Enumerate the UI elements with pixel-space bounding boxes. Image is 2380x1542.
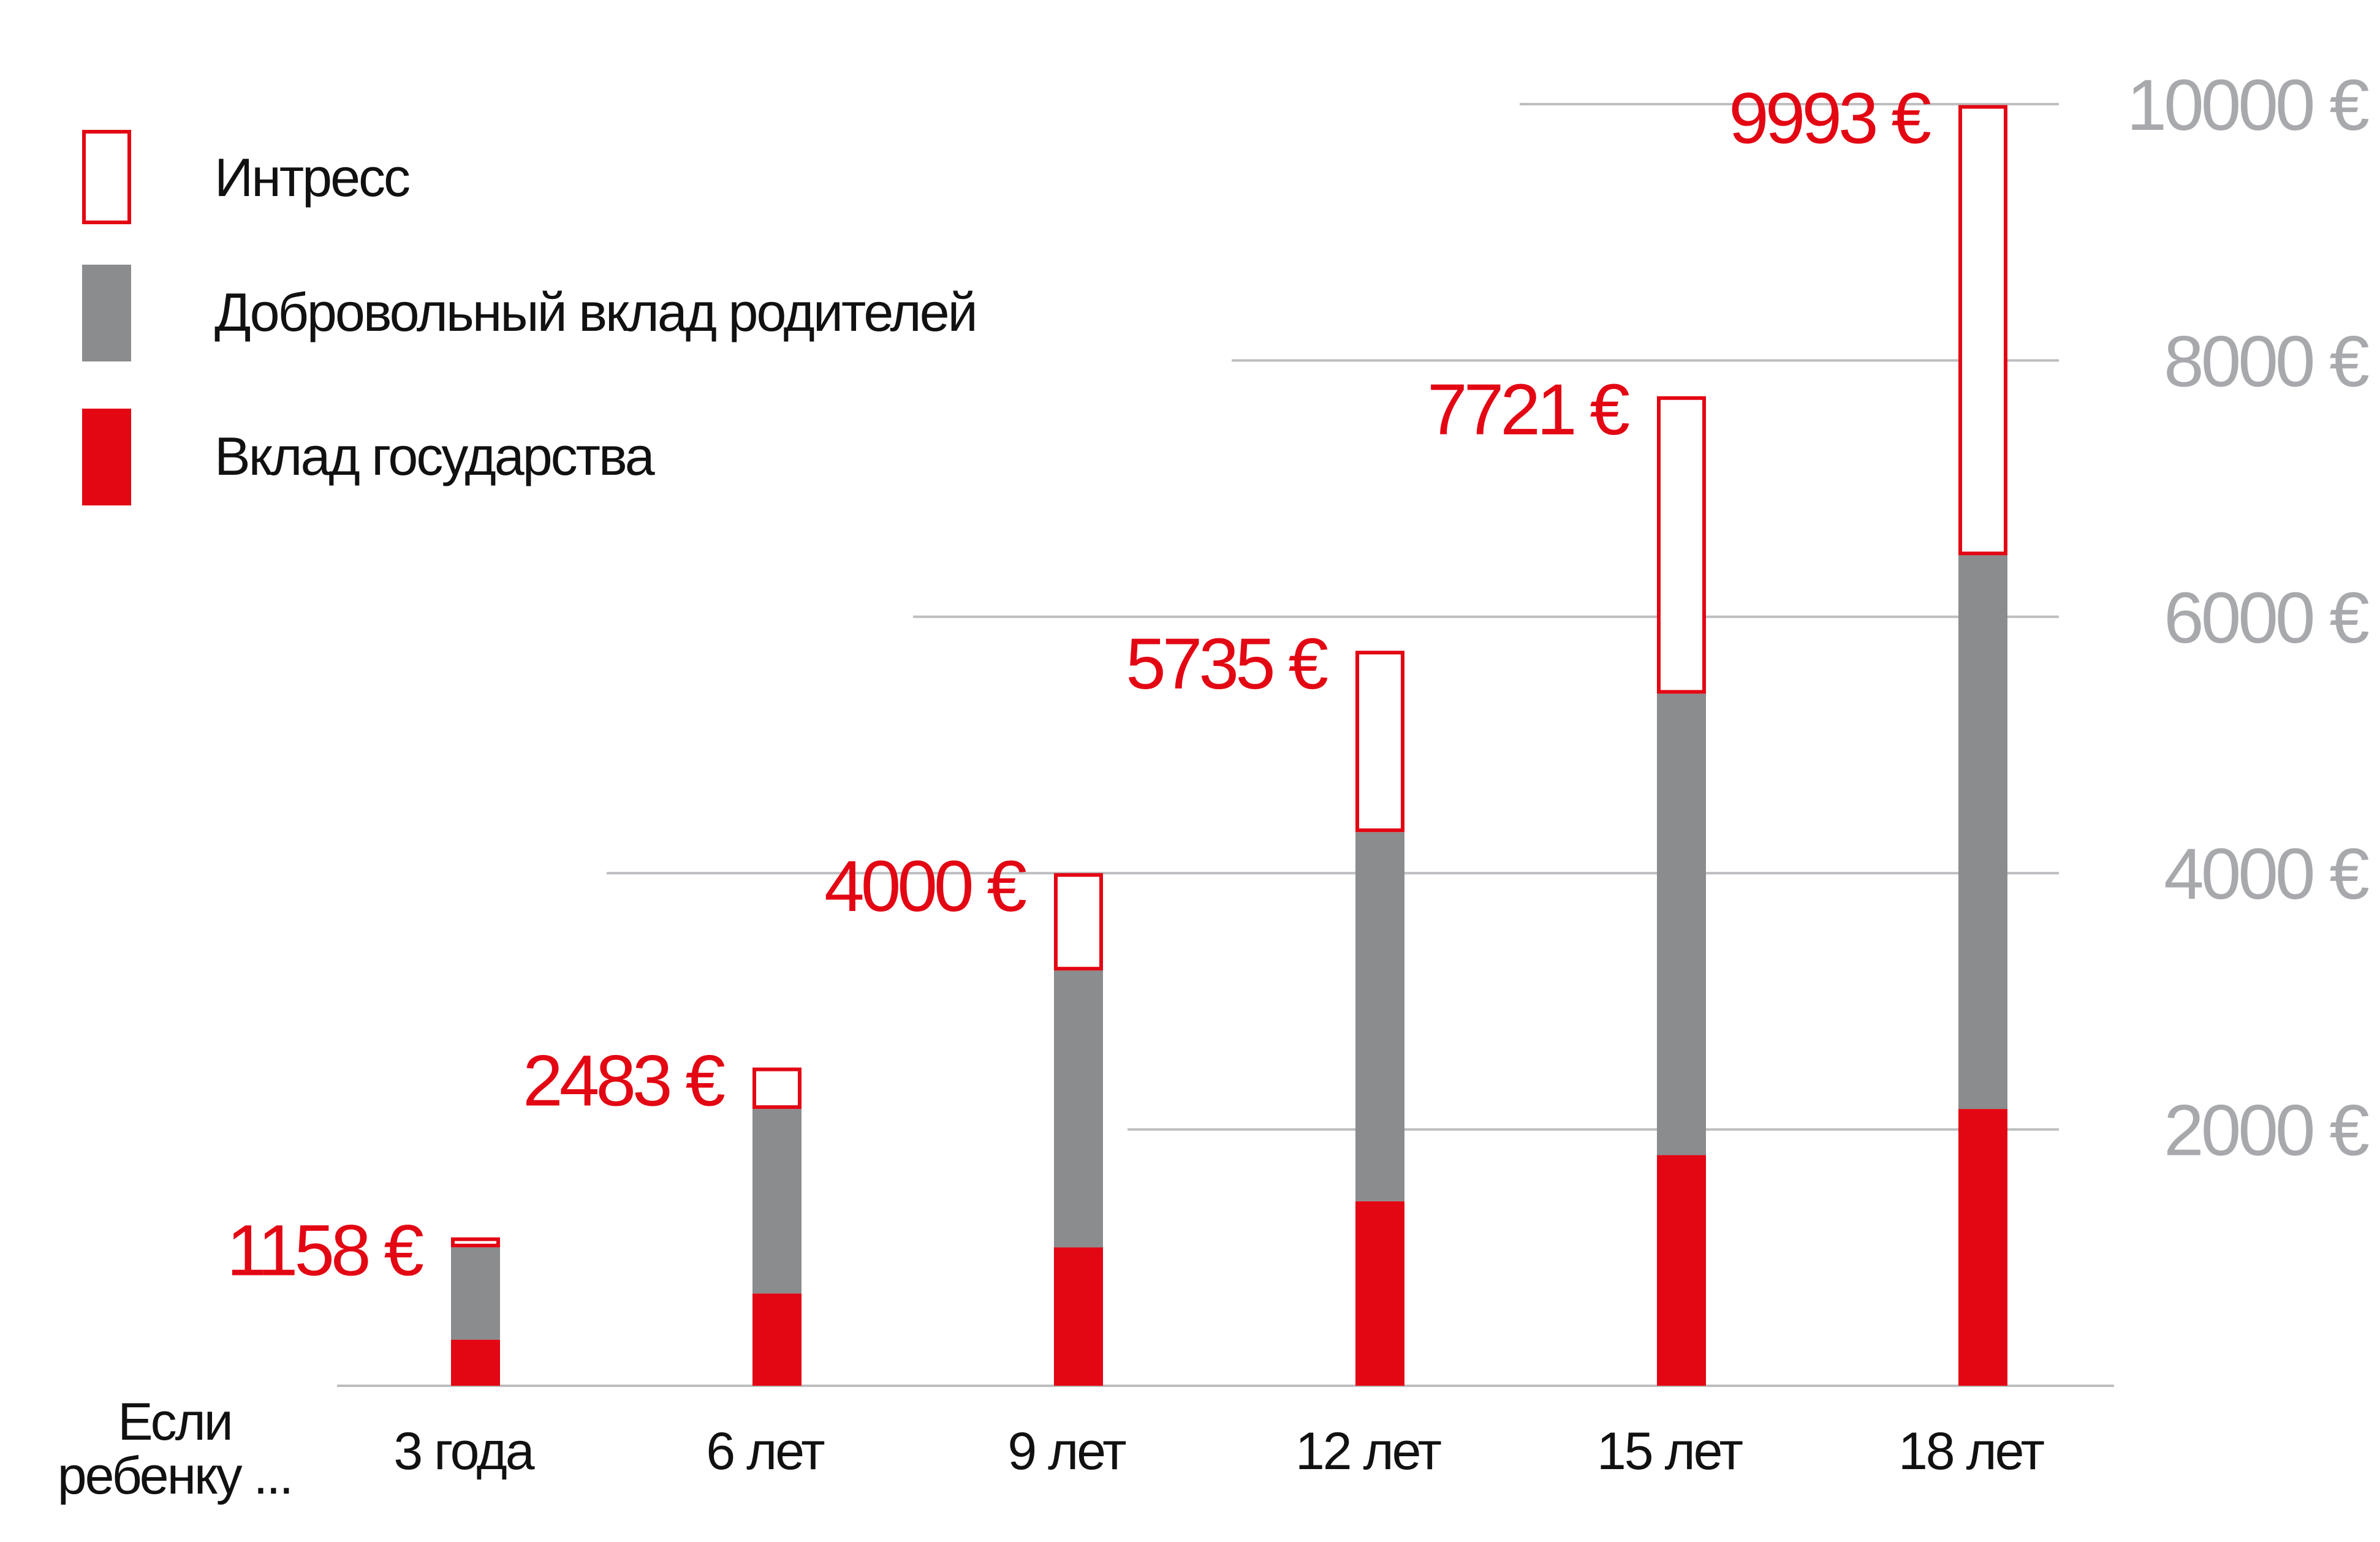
y-tick-label: 2000 € bbox=[2164, 1090, 2368, 1171]
x-tick-label: 12 лет bbox=[1295, 1422, 1441, 1481]
x-axis-label-line: ребенку ... bbox=[58, 1446, 292, 1505]
bar-segment-state bbox=[1054, 1247, 1103, 1386]
bar-segment-interest bbox=[1958, 105, 2007, 556]
data-label-total: 1158 € bbox=[227, 1211, 423, 1291]
bar-segment-parents bbox=[1657, 694, 1706, 1155]
legend-label: Добровольный вклад родителей bbox=[214, 282, 976, 342]
y-axis-ticks: 2000 € 4000 € 6000 € 8000 € 10000 € bbox=[2126, 65, 2371, 1171]
bars bbox=[451, 105, 2007, 1386]
legend-label: Интресс bbox=[214, 147, 409, 208]
bar-segment-interest bbox=[1355, 651, 1404, 833]
data-label-total: 5735 € bbox=[1126, 624, 1327, 705]
legend-swatch-state bbox=[82, 409, 131, 505]
x-tick-label: 18 лет bbox=[1898, 1422, 2044, 1481]
bar-segment-interest bbox=[752, 1067, 802, 1109]
y-tick-label: 4000 € bbox=[2164, 834, 2368, 915]
bar-segment-interest bbox=[451, 1237, 500, 1248]
x-tick-label: 15 лет bbox=[1597, 1422, 1743, 1481]
legend: Интресс Добровольный вклад родителей Вклад… bbox=[82, 130, 978, 505]
x-axis-ticks: 3 года 6 лет 9 лет 12 лет 15 лет 18 лет bbox=[393, 1422, 2045, 1481]
legend-swatch-interest bbox=[82, 130, 131, 224]
legend-swatch-parents bbox=[82, 265, 131, 361]
bar-segment-state bbox=[752, 1293, 802, 1386]
bar-segment-interest bbox=[1657, 396, 1706, 694]
bar-segment-parents bbox=[451, 1247, 500, 1340]
bar-segment-state bbox=[451, 1339, 500, 1386]
legend-label: Вклад государства bbox=[214, 426, 655, 486]
bar-segment-parents bbox=[1355, 832, 1404, 1201]
bar-segment-state bbox=[1657, 1155, 1706, 1386]
data-label-total: 2483 € bbox=[523, 1041, 724, 1122]
grid-lines bbox=[607, 103, 2059, 1131]
x-axis-label: Еслиребенку ... bbox=[58, 1393, 294, 1505]
y-tick-label: 8000 € bbox=[2164, 321, 2368, 402]
x-tick-label: 6 лет bbox=[706, 1422, 824, 1481]
x-tick-label: 3 года bbox=[393, 1422, 534, 1481]
bar-segment-parents bbox=[1958, 555, 2007, 1109]
y-tick-label: 6000 € bbox=[2164, 578, 2368, 659]
data-label-total: 4000 € bbox=[824, 846, 1026, 927]
x-axis-label-line: Если bbox=[118, 1393, 232, 1451]
data-label-total: 9993 € bbox=[1729, 78, 1930, 159]
data-labels: 1158 € 2483 € 4000 € 5735 € 7721 € 9993 € bbox=[227, 78, 1935, 1291]
data-label-total: 7721 € bbox=[1427, 369, 1629, 450]
bar-segment-parents bbox=[752, 1109, 802, 1294]
bar-segment-state bbox=[1958, 1109, 2007, 1386]
y-tick-label: 10000 € bbox=[2126, 65, 2368, 146]
x-tick-label: 9 лет bbox=[1007, 1422, 1126, 1481]
bar-segment-state bbox=[1355, 1201, 1404, 1386]
bar-segment-interest bbox=[1054, 873, 1103, 971]
bar-segment-parents bbox=[1054, 970, 1103, 1248]
